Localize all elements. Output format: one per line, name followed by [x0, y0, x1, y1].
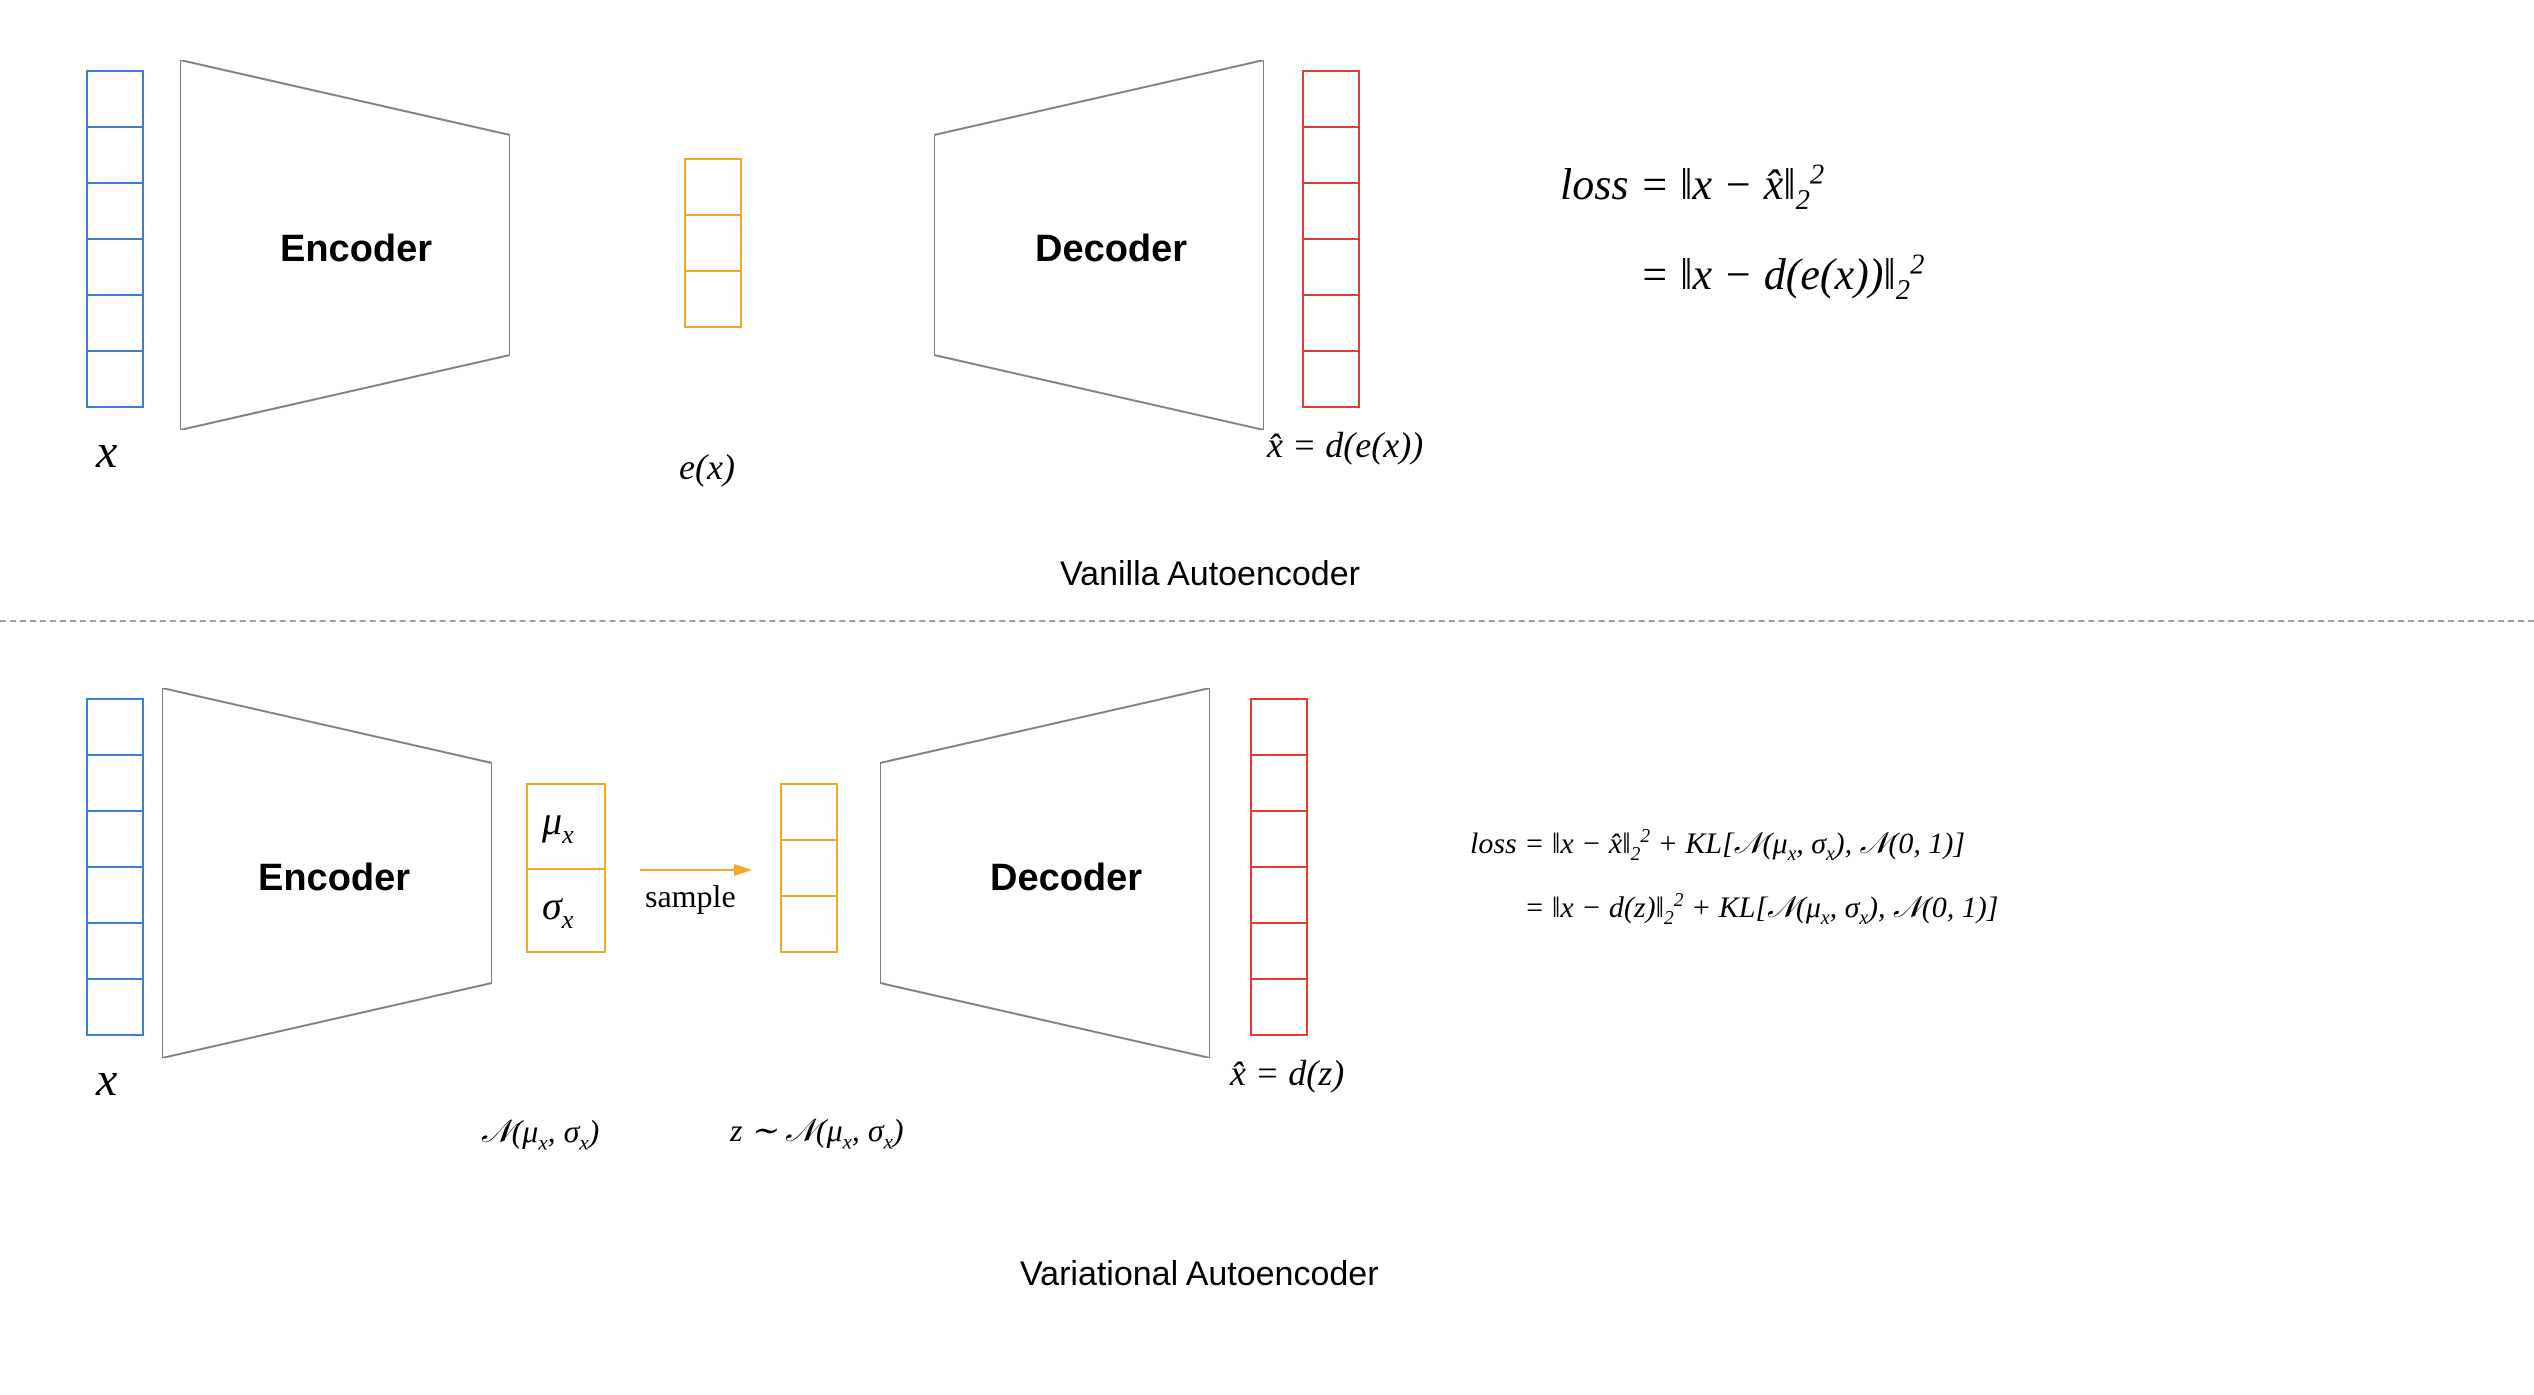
top-encoder-label: Encoder	[280, 228, 432, 271]
bot-input-label: x	[96, 1052, 117, 1107]
bot-input-vector-cell	[86, 978, 144, 1036]
sample-label: sample	[645, 878, 736, 915]
top-input-vector-cell	[86, 350, 144, 408]
bot-dist-box-divider	[528, 868, 604, 870]
top-loss-equation: loss = ‖x − x̂‖22loss = ‖x − d(e(x))‖22	[1560, 150, 1924, 313]
bot-output-vector-cell	[1250, 922, 1308, 980]
bot-output-vector-cell	[1250, 866, 1308, 924]
bot-encoder-label: Encoder	[258, 857, 410, 900]
bot-output-vector	[1250, 698, 1308, 1036]
top-latent-vector-cell	[684, 214, 742, 272]
top-input-label: x	[96, 424, 117, 479]
top-latent-vector	[684, 158, 742, 328]
top-latent-vector-cell	[684, 158, 742, 216]
top-input-vector-cell	[86, 182, 144, 240]
bot-decoder-label: Decoder	[990, 857, 1142, 900]
top-input-vector-cell	[86, 70, 144, 128]
top-caption: Vanilla Autoencoder	[1060, 555, 1360, 594]
bot-input-vector-cell	[86, 922, 144, 980]
top-input-vector-cell	[86, 126, 144, 184]
bot-output-vector-cell	[1250, 810, 1308, 868]
top-decoder-label: Decoder	[1035, 228, 1187, 271]
section-divider	[0, 620, 2534, 622]
bot-z-vector	[780, 783, 838, 953]
bot-output-vector-cell	[1250, 698, 1308, 756]
top-output-vector-cell	[1302, 126, 1360, 184]
top-input-vector-cell	[86, 238, 144, 296]
top-input-vector	[86, 70, 144, 408]
bot-input-vector-cell	[86, 810, 144, 868]
bot-input-vector-cell	[86, 754, 144, 812]
bot-input-vector	[86, 698, 144, 1036]
bot-input-vector-cell	[86, 866, 144, 924]
bot-dist-label: 𝒩(μx, σx)	[481, 1113, 599, 1155]
top-output-label: x̂ = d(e(x))	[1267, 424, 1423, 466]
bot-input-vector-cell	[86, 698, 144, 756]
top-latent-vector-cell	[684, 270, 742, 328]
bot-output-vector-cell	[1250, 754, 1308, 812]
top-input-vector-cell	[86, 294, 144, 352]
top-output-vector-cell	[1302, 182, 1360, 240]
top-output-vector-cell	[1302, 238, 1360, 296]
bot-dist-box: μx σx	[526, 783, 606, 953]
bot-sigma-label: σx	[542, 882, 573, 935]
top-output-vector-cell	[1302, 70, 1360, 128]
bot-z-vector-cell	[780, 783, 838, 841]
bot-caption: Variational Autoencoder	[1020, 1255, 1379, 1294]
bot-z-vector-cell	[780, 839, 838, 897]
top-output-vector-cell	[1302, 294, 1360, 352]
top-latent-label: e(x)	[679, 446, 735, 488]
bot-output-vector-cell	[1250, 978, 1308, 1036]
diagram-canvas: x Encoder e(x) Decoder x̂ = d(e(x)) loss = ‖x…	[0, 0, 2534, 1395]
top-output-vector-cell	[1302, 350, 1360, 408]
bot-z-label: z ∼ 𝒩(μx, σx)	[730, 1111, 904, 1154]
bot-z-vector-cell	[780, 895, 838, 953]
top-output-vector	[1302, 70, 1360, 408]
bot-loss-equation: loss = ‖x − x̂‖22 + KL[𝒩(μx, σx), 𝒩(0, 1…	[1470, 820, 1998, 934]
bot-output-label: x̂ = d(z)	[1230, 1052, 1344, 1094]
bot-mu-label: μx	[542, 797, 574, 850]
